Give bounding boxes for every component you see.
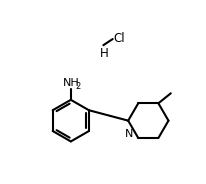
Text: H: H: [100, 47, 109, 60]
Text: 2: 2: [75, 82, 80, 91]
Text: NH: NH: [62, 78, 79, 88]
Text: Cl: Cl: [113, 32, 124, 45]
Text: N: N: [124, 129, 132, 139]
